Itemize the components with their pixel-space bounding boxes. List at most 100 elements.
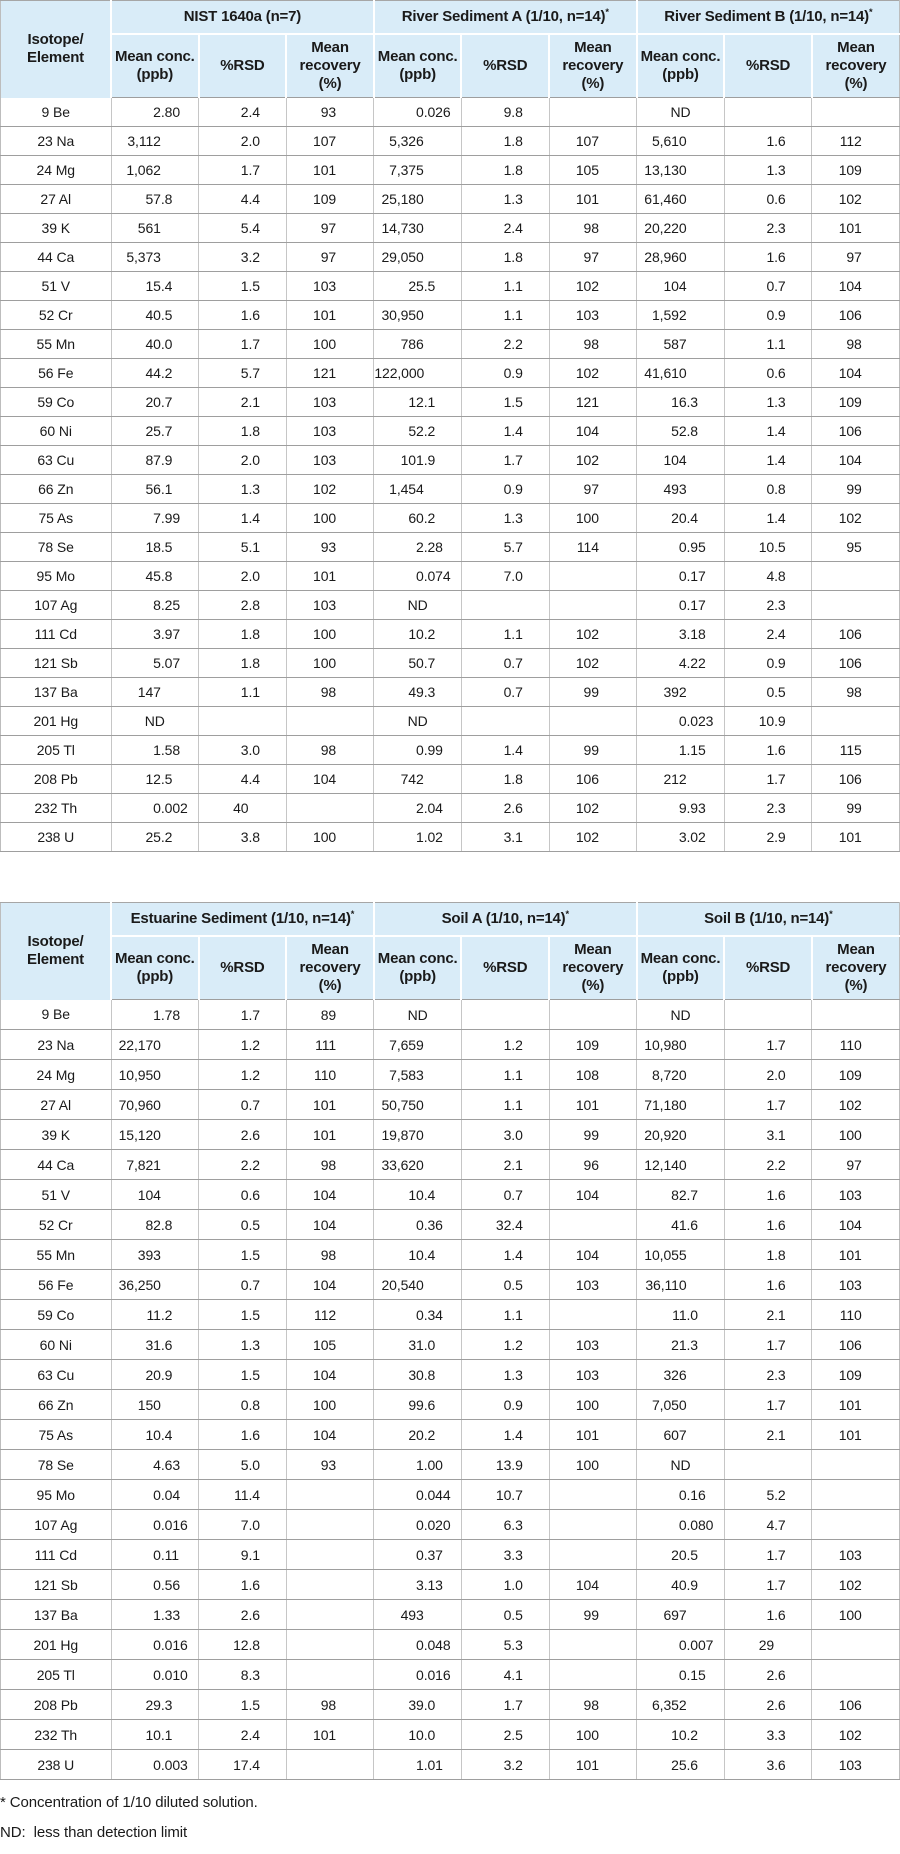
value-cell: 25,180 [373,184,462,214]
value-cell: 102 [549,619,638,649]
value-cell: 52.8 [636,416,725,446]
numeric-value: 9.8 [503,104,523,120]
value-cell: 1.7 [724,1329,813,1360]
value-cell: 1.8 [198,416,287,446]
value-cell: 100 [286,822,375,852]
value-cell: 1.7 [724,1029,813,1060]
numeric-value: 1.6 [766,133,786,149]
numeric-value: 100 [313,829,337,845]
value-cell: 1.7 [724,1089,813,1120]
numeric-value: 1.6 [766,742,786,758]
numeric-value: 0.37 [416,1546,443,1563]
value-cell: 99.6 [373,1389,462,1420]
numeric-value: 10.5 [758,539,786,555]
numeric-value: 114 [576,539,599,555]
value-cell: 2.6 [724,1659,813,1690]
value-cell: 100 [286,648,375,678]
numeric-value: 1.7 [766,1336,786,1353]
value-cell [811,706,900,736]
numeric-value: 103 [575,1276,599,1293]
value-cell: 82.7 [636,1179,725,1210]
table-row: 121 Sb 5.07 1.8 100 50.7 0.7 102 4.22 0.9 106 [0,648,900,678]
numeric-value: 3.3 [503,1546,523,1563]
numeric-value: 56.1 [145,481,173,497]
value-cell: 1.5 [198,271,287,301]
value-cell: 25.7 [111,416,200,446]
value-cell: 98 [549,213,638,243]
value-cell [286,1479,375,1510]
table-row: 44 Ca 5,373 3.2 97 29,050 1.8 97 28,960 1.6 97 [0,242,900,272]
value-cell: 104 [286,764,375,794]
value-cell: 10.9 [724,706,813,736]
value-cell: 104 [811,1209,900,1240]
value-cell: 82.8 [111,1209,200,1240]
value-cell: 1.7 [198,155,287,185]
value-cell: 1.0 [461,1569,550,1600]
value-cell: 100 [811,1599,900,1630]
value-cell: 104 [811,358,900,388]
value-cell: 36,250 [111,1269,200,1300]
element-label: 23 Na [0,1029,112,1060]
value-cell: 4.4 [198,184,287,214]
numeric-value: 100 [838,1606,862,1623]
value-cell: 5.7 [461,532,550,562]
numeric-value: 1.1 [503,307,523,323]
value-cell: 2.9 [724,822,813,852]
numeric-value: 50,750 [381,1096,424,1113]
numeric-value: 3.0 [503,1126,523,1143]
column-header: %RSD [198,34,288,98]
numeric-value: 5.3 [503,1636,523,1653]
numeric-value: 97 [320,249,337,265]
value-cell: ND [373,706,462,736]
value-cell: 30,950 [373,300,462,330]
value-cell: 97 [811,1149,900,1180]
numeric-value: 1.7 [766,1036,786,1053]
value-cell: 8,720 [636,1059,725,1090]
nd-value: ND [670,1006,691,1023]
value-cell: 101 [549,1419,638,1450]
table-row: 66 Zn 150 0.8 100 99.6 0.9 100 7,050 1.7 101 [0,1389,900,1420]
value-cell: 1.3 [461,1359,550,1390]
value-cell: 104 [286,1209,375,1240]
value-cell: 10.0 [373,1719,462,1750]
value-cell: 45.8 [111,561,200,591]
numeric-value: 100 [313,1396,337,1413]
table-row: 63 Cu 87.9 2.0 103 101.9 1.7 102 104 1.4 104 [0,445,900,475]
numeric-value: 102 [575,452,599,468]
numeric-value: 1.2 [503,1336,523,1353]
value-cell: 1.8 [198,619,287,649]
value-cell: 150 [111,1389,200,1420]
value-cell: 98 [286,677,375,707]
element-label: 39 K [0,1119,112,1150]
numeric-value: 1.15 [678,742,706,758]
value-cell: 5.3 [461,1629,550,1660]
numeric-value: 41,610 [644,365,687,381]
numeric-value: 0.04 [153,1486,181,1503]
value-cell: 2.0 [724,1059,813,1090]
value-cell: 1.6 [198,1569,287,1600]
value-cell: 11.2 [111,1299,200,1330]
numeric-value: 2.6 [766,1696,786,1713]
table-row: 52 Cr 40.5 1.6 101 30,950 1.1 103 1,592 0.9 106 [0,300,900,330]
value-cell: ND [636,999,725,1030]
table-row: 56 Fe 44.2 5.7 121 122,000 0.9 102 41,610 0.6 104 [0,358,900,388]
value-cell [811,1509,900,1540]
element-label: 63 Cu [0,1359,112,1390]
value-cell: 3.3 [461,1539,550,1570]
value-cell [811,97,900,127]
element-label: 27 Al [0,1089,112,1120]
numeric-value: 1.5 [240,1306,260,1323]
element-label: 238 U [0,822,112,852]
numeric-value: 32.4 [495,1216,523,1233]
value-cell: 99 [549,1599,638,1630]
footnote-marker: * [605,6,609,17]
value-cell: 1.6 [724,1599,813,1630]
value-cell: 98 [549,1689,638,1720]
value-cell: 103 [286,445,375,475]
element-label: 95 Mo [0,1479,112,1510]
numeric-value: 49.3 [408,684,436,700]
value-cell: 106 [811,619,900,649]
numeric-value: 1.7 [240,336,260,352]
table-row: 111 Cd 0.11 9.1 0.37 3.3 20.5 1.7 103 [0,1539,900,1570]
value-cell: 102 [549,648,638,678]
